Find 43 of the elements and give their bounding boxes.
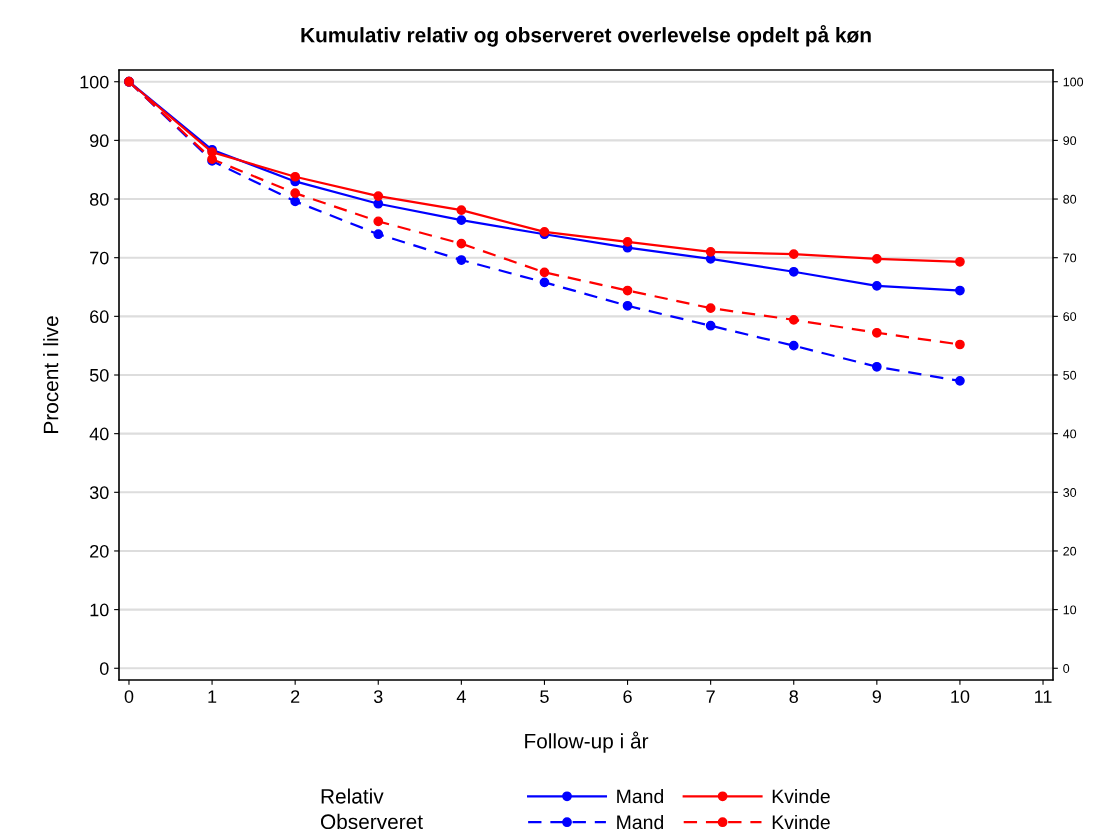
x-tick-label: 8 — [789, 690, 798, 703]
y2-tick-label: 60 — [1063, 312, 1077, 321]
legend-label: Mand — [617, 814, 664, 830]
y2-tick-label: 30 — [1063, 488, 1077, 497]
legend-label: Kvinde — [772, 789, 830, 804]
y2-tick-label: 40 — [1063, 429, 1077, 439]
y2-tick-label: 50 — [1063, 370, 1077, 380]
x-tick-label: 7 — [706, 690, 715, 703]
y-tick-label: 60 — [90, 310, 109, 324]
x-axis-title: Follow-up i år — [525, 731, 649, 753]
legend-label: Kvinde — [772, 814, 830, 830]
y-tick-label: 80 — [89, 192, 109, 206]
y-tick-label: 40 — [89, 427, 109, 441]
y2-tick-label: 10 — [1063, 605, 1077, 615]
legend-label: Mand — [617, 789, 664, 804]
x-tick-label: 5 — [540, 690, 549, 703]
y-tick-label: 20 — [90, 544, 109, 558]
y-tick-label: 50 — [89, 368, 109, 382]
y2-tick-label: 90 — [1063, 136, 1077, 146]
y-tick-label: 90 — [90, 134, 109, 148]
x-tick-label: 10 — [951, 690, 970, 703]
y-tick-label: 30 — [89, 486, 109, 500]
y2-tick-label: 20 — [1063, 546, 1077, 556]
x-tick-label: 0 — [124, 690, 134, 703]
x-tick-label: 9 — [872, 690, 881, 703]
x-tick-label: 3 — [373, 690, 383, 703]
x-tick-label: 1 — [208, 690, 217, 703]
x-tick-label: 6 — [623, 690, 632, 703]
y-axis-title: Procent i live — [43, 316, 59, 433]
y-tick-label: 70 — [90, 251, 109, 265]
y-tick-label: 0 — [99, 662, 109, 675]
y2-tick-label: 0 — [1063, 664, 1070, 673]
y2-tick-label: 70 — [1063, 253, 1077, 263]
text: Relativ — [321, 788, 384, 804]
x-tick-label: 4 — [456, 690, 466, 703]
x-tick-label: 2 — [291, 690, 300, 703]
chart-title: Kumulativ relativ og observeret overlevelse opdelt på køn — [301, 25, 871, 47]
y2-tick-label: 100 — [1063, 77, 1084, 87]
y-tick-label: 100 — [80, 75, 109, 89]
x-tick-label: 11 — [1035, 690, 1052, 703]
text: Observeret — [320, 813, 423, 830]
y2-tick-label: 80 — [1063, 194, 1077, 204]
y-tick-label: 10 — [90, 603, 109, 617]
